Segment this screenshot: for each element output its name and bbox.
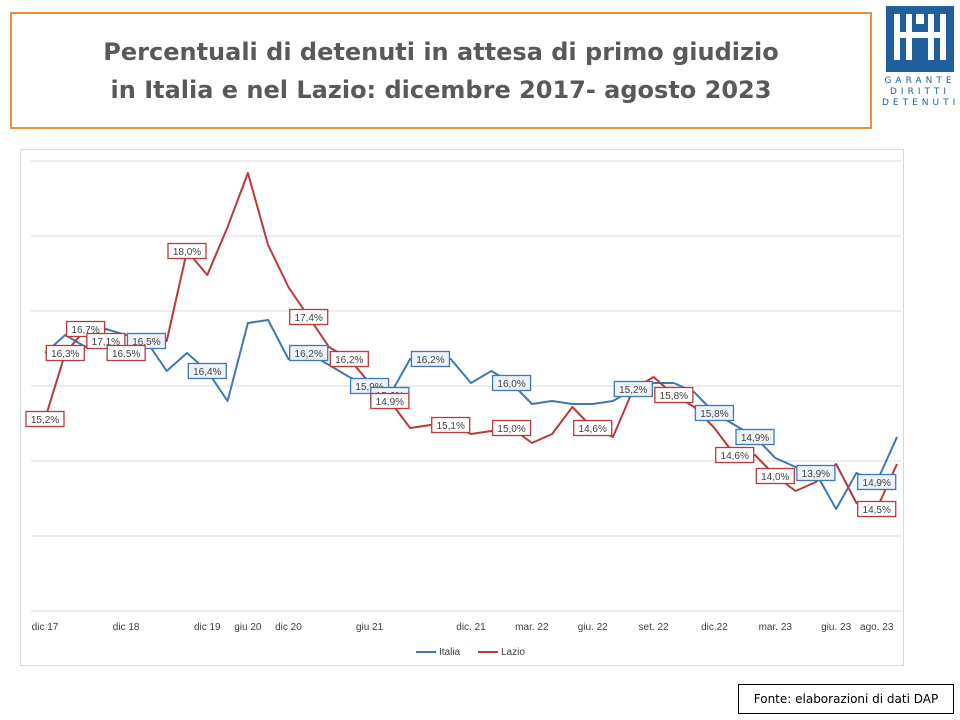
- data-label-italia: 16,0%: [497, 379, 525, 390]
- data-label-lazio: 15,0%: [497, 424, 525, 435]
- data-label-lazio: 14,6%: [579, 424, 607, 435]
- x-tick-label: set. 22: [639, 622, 669, 633]
- data-label-box: [289, 308, 329, 326]
- garante-logo: GARANTE DIRITTI DETENUTI: [882, 4, 958, 110]
- data-label-italia: 15,8%: [700, 409, 728, 420]
- data-label-box: [106, 344, 146, 362]
- chart-title-line-1: Percentuali di detenuti in attesa di pri…: [103, 37, 779, 66]
- data-label-box: [86, 332, 126, 350]
- data-label-italia: 16,4%: [193, 367, 221, 378]
- data-label-lazio: 14,0%: [761, 472, 789, 483]
- data-label-lazio: 16,7%: [71, 325, 99, 336]
- data-label-box: [410, 350, 451, 368]
- data-label-lazio: 16,5%: [112, 349, 140, 360]
- data-label-lazio: 16,2%: [335, 355, 363, 366]
- x-tick-label: mar. 23: [759, 622, 793, 633]
- data-label-lazio: 17,1%: [92, 337, 120, 348]
- data-label-box: [45, 344, 85, 362]
- x-tick-label: dic 17: [32, 622, 59, 633]
- data-label-italia: 13,9%: [802, 469, 830, 480]
- x-tick-label: giu 20: [234, 622, 262, 633]
- data-label-box: [857, 473, 897, 491]
- data-label-lazio: 14,9%: [376, 397, 404, 408]
- series-line-lazio: [44, 172, 898, 510]
- legend-label-lazio: Lazio: [501, 647, 525, 658]
- x-tick-label: giu. 22: [578, 622, 608, 633]
- x-tick-label: dic 20: [275, 622, 302, 633]
- x-tick-label: dic 19: [194, 622, 221, 633]
- data-label-box: [329, 350, 369, 368]
- data-label-box: [654, 386, 694, 404]
- x-tick-label: mar. 22: [515, 622, 549, 633]
- data-label-italia: 16,5%: [132, 337, 160, 348]
- logo-mark-icon: [886, 6, 954, 72]
- chart-area: dic 17 dic 18 dic 19 giu 20 dic 20 giu 21 dic.…: [20, 149, 904, 666]
- data-label-italia: 14,9%: [863, 478, 891, 489]
- x-tick-label: giu. 23: [821, 622, 851, 633]
- data-label-italia: 14,9%: [741, 433, 769, 444]
- data-label-box: [857, 500, 897, 518]
- data-label-italia: 16,2%: [295, 349, 323, 360]
- data-label-italia: 16,2%: [416, 355, 444, 366]
- data-label-italia: 15,2%: [619, 385, 647, 396]
- legend-label-italia: Italia: [439, 647, 461, 658]
- source-note: Fonte: elaborazioni di dati DAP: [738, 684, 954, 714]
- line-chart: dic 17 dic 18 dic 19 giu 20 dic 20 giu 21 dic.…: [25, 160, 901, 658]
- data-label-lazio: 15,8%: [660, 391, 688, 402]
- data-label-box: [25, 410, 65, 428]
- source-text: Fonte: elaborazioni di dati DAP: [753, 692, 939, 706]
- data-label-box: [491, 374, 532, 392]
- x-tick-label: ago. 23: [860, 622, 894, 633]
- data-label-lazio: 14,6%: [721, 451, 749, 462]
- data-label-box: [715, 446, 755, 464]
- data-label-lazio: 15,1%: [437, 421, 465, 432]
- data-label-lazio: 17,4%: [295, 313, 323, 324]
- data-label-box: [167, 242, 207, 260]
- data-label-box: [613, 380, 653, 398]
- data-label-box: [796, 464, 836, 482]
- data-label-lazio: 16,3%: [51, 349, 79, 360]
- data-label-box: [126, 332, 167, 350]
- data-label-box: [65, 320, 106, 338]
- data-label-lazio: 14,5%: [863, 505, 891, 516]
- data-label-lazio: 18,0%: [173, 247, 201, 258]
- data-label-box: [694, 404, 735, 422]
- data-label-box: [370, 392, 410, 410]
- data-label-box: [573, 419, 613, 437]
- data-label-lazio: 15,2%: [31, 415, 59, 426]
- x-tick-label: dic. 21: [456, 622, 486, 633]
- x-tick-label: giu 21: [356, 622, 384, 633]
- logo-text-garante: GARANTE: [884, 76, 956, 86]
- data-label-box: [735, 428, 775, 446]
- logo-text-detenuti: DETENUTI: [882, 98, 960, 108]
- data-label-box: [289, 344, 329, 362]
- x-tick-label: dic.22: [701, 622, 728, 633]
- data-label-italia: 15,9%: [355, 382, 383, 393]
- data-label-box: [431, 416, 471, 434]
- data-label-box: [187, 362, 227, 380]
- data-label-box: [491, 419, 532, 437]
- data-label-box: [755, 467, 795, 485]
- title-box: Percentuali di detenuti in attesa di pri…: [10, 12, 872, 129]
- chart-title-line-2: in Italia e nel Lazio: dicembre 2017- ag…: [110, 75, 772, 104]
- logo-text-diritti: DIRITTI: [890, 87, 950, 97]
- x-tick-label: dic 18: [113, 622, 140, 633]
